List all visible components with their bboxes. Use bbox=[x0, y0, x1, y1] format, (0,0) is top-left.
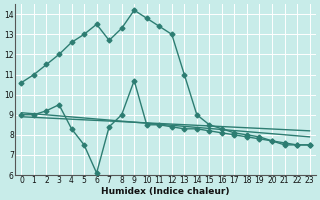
X-axis label: Humidex (Indice chaleur): Humidex (Indice chaleur) bbox=[101, 187, 230, 196]
